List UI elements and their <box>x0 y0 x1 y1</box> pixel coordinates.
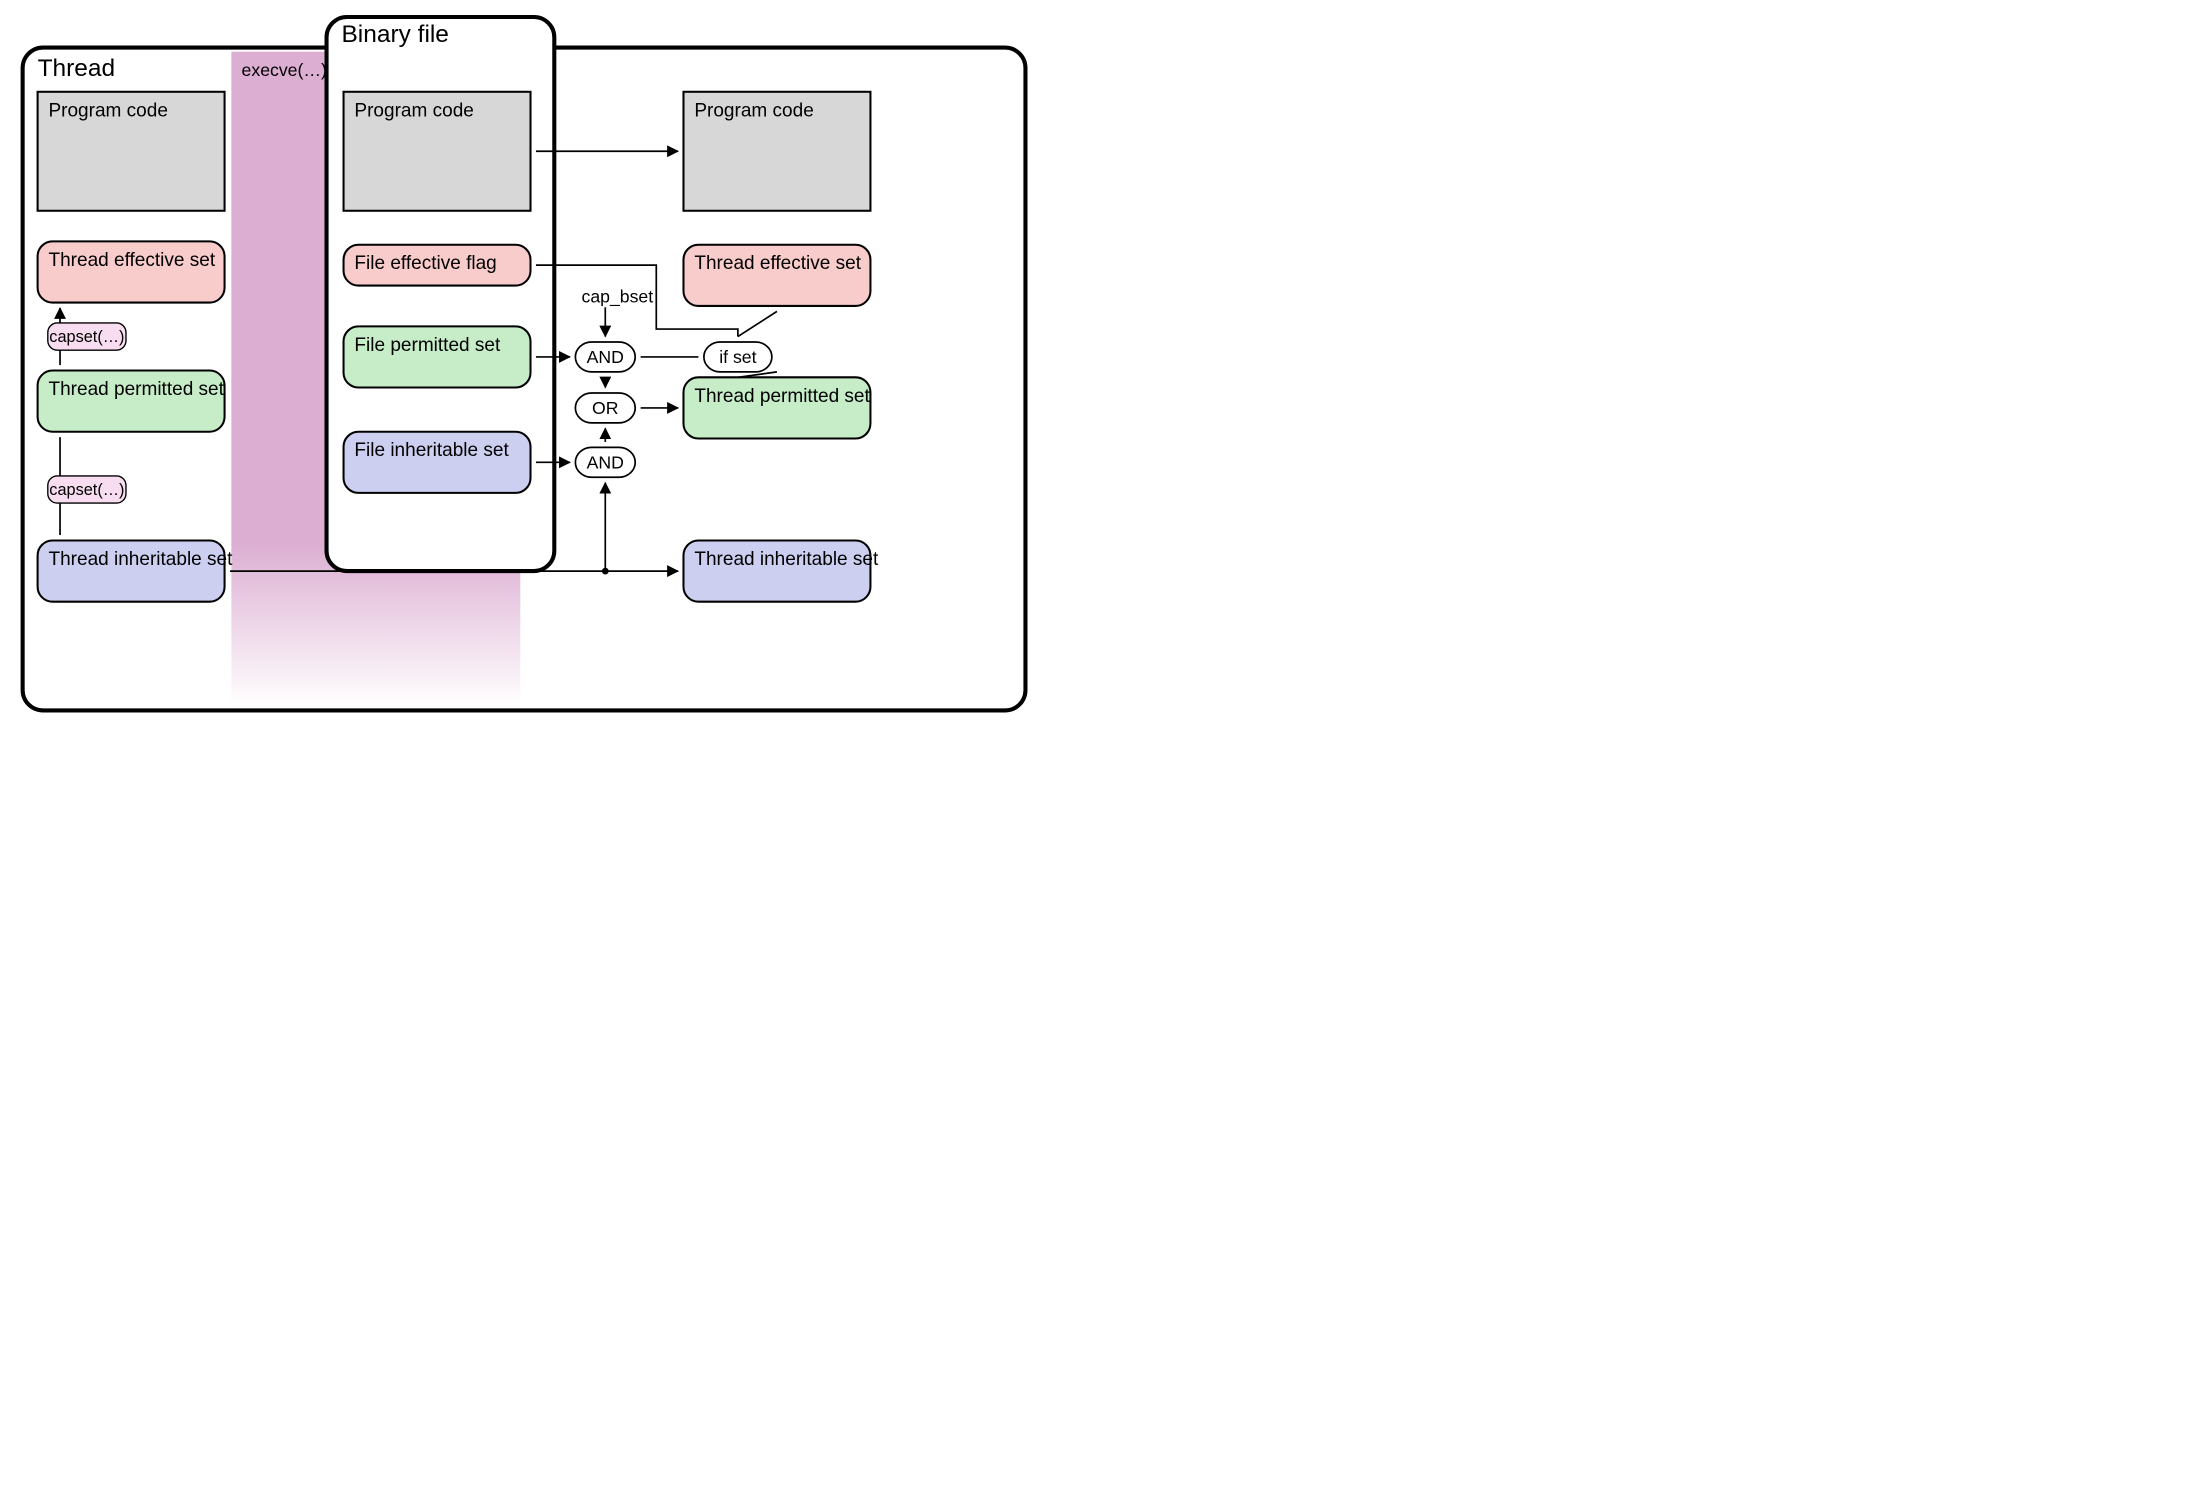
op-ifset-label: if set <box>719 347 756 367</box>
box-r_eff-label: Thread effective set <box>694 253 861 274</box>
box-t_prog-label: Program code <box>48 100 167 121</box>
arrow-ifset_reff <box>738 311 777 336</box>
label-cap_bset: cap_bset <box>581 287 653 308</box>
op-and2-label: AND <box>587 452 624 472</box>
execve-label: execve(…) <box>242 60 327 80</box>
box-t_perm-label: Thread permitted set <box>48 379 224 400</box>
box-t_inh-label: Thread inheritable set <box>48 549 233 570</box>
box-b_prog-label: Program code <box>354 100 473 121</box>
op-and1-label: AND <box>587 347 624 367</box>
container-binary-title: Binary file <box>342 21 449 48</box>
box-r_perm-label: Thread permitted set <box>694 386 870 407</box>
box-b_perm-label: File permitted set <box>354 335 501 356</box>
box-b_inh-label: File inheritable set <box>354 440 509 461</box>
pill-cap1-label: capset(…) <box>49 328 124 346</box>
container-thread-title: Thread <box>38 55 116 82</box>
op-or-label: OR <box>592 398 618 418</box>
box-r_prog-label: Program code <box>694 100 813 121</box>
box-b_eff-label: File effective flag <box>354 253 496 274</box>
box-t_eff-label: Thread effective set <box>48 250 215 271</box>
box-r_inh-label: Thread inheritable set <box>694 549 879 570</box>
pill-cap2-label: capset(…) <box>49 481 124 499</box>
